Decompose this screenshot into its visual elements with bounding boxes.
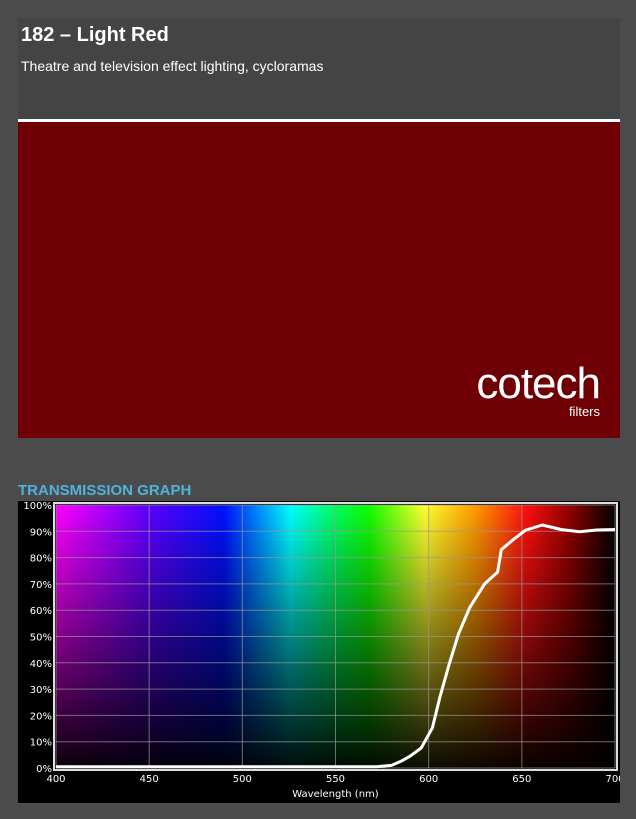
y-tick-label: 40%: [30, 659, 52, 670]
y-tick-label: 0%: [36, 764, 52, 775]
page-title: 182 – Light Red: [21, 24, 169, 46]
transmission-curve: [56, 523, 616, 769]
logo-tagline: filters: [568, 404, 600, 419]
y-tick-label: 70%: [30, 580, 52, 591]
x-tick-label: 450: [140, 774, 159, 785]
page-subtitle: Theatre and television effect lighting, …: [21, 58, 324, 74]
y-tick-label: 60%: [30, 606, 52, 617]
x-axis-label: Wavelength (nm): [292, 789, 378, 800]
x-tick-label: 600: [419, 774, 438, 785]
x-tick-label: 500: [233, 774, 252, 785]
transmission-graph: 0% 10% 20% 30% 40% 50% 60% 70% 80% 90% 100% 400 450 5…: [18, 501, 620, 803]
divider: [18, 119, 620, 122]
logo-wordmark: cotech: [476, 359, 601, 408]
plot-frame: [53, 502, 618, 771]
header-panel: [18, 18, 620, 119]
x-tick-label: 650: [512, 774, 531, 785]
chart-svg: 0% 10% 20% 30% 40% 50% 60% 70% 80% 90% 100% 400 450 5…: [23, 501, 620, 800]
x-tick-label: 700: [605, 774, 620, 785]
y-tick-label: 30%: [30, 685, 52, 696]
y-tick-label: 90%: [30, 527, 52, 538]
x-tick-label: 400: [46, 774, 65, 785]
y-tick-label: 10%: [30, 738, 52, 749]
y-tick-label: 20%: [30, 711, 52, 722]
x-tick-label: 550: [326, 774, 345, 785]
color-swatch: cotech filters: [18, 122, 620, 438]
cotech-logo: cotech filters: [476, 359, 601, 420]
y-tick-label: 80%: [30, 554, 52, 565]
graph-heading: TRANSMISSION GRAPH: [18, 482, 192, 499]
y-tick-label: 50%: [30, 633, 52, 644]
y-tick-label: 100%: [23, 501, 52, 512]
